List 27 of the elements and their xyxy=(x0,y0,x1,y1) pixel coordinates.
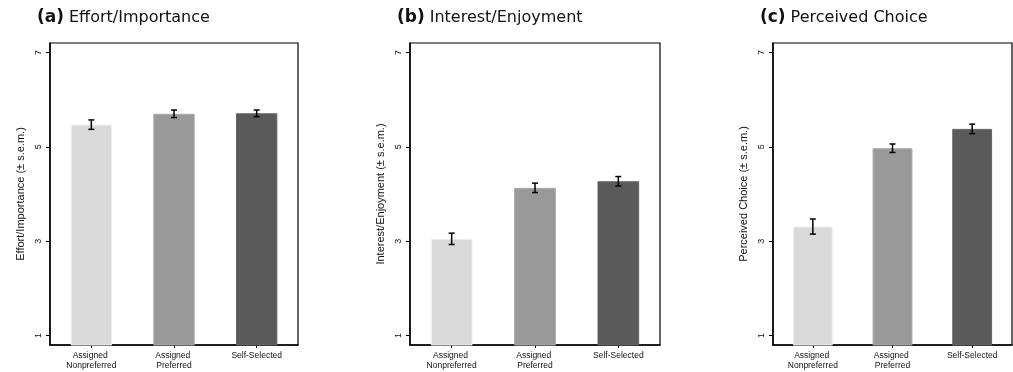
x-tick-label: Assigned Nonpreferred xyxy=(787,350,839,370)
y-tick-label: 1 xyxy=(32,333,43,339)
y-tick-label: 5 xyxy=(392,144,403,150)
y-tick-label: 3 xyxy=(392,238,403,244)
y-tick-label: 1 xyxy=(392,333,403,339)
x-tick-label: Assigned Nonpreferred xyxy=(66,350,117,370)
chart-title: (b) Interest/Enjoyment xyxy=(397,6,583,26)
x-tick-label: Assigned Preferred xyxy=(516,350,554,370)
y-tick-label: 7 xyxy=(32,49,43,55)
x-tick-label: Assigned Preferred xyxy=(873,350,912,370)
y-tick-label: 3 xyxy=(755,238,766,244)
y-tick-label: 3 xyxy=(32,238,43,244)
x-tick-label: Self-Selected xyxy=(946,350,998,360)
chart-title: (a) Effort/Importance xyxy=(37,6,210,26)
x-tick-label: Assigned Nonpreferred xyxy=(426,350,477,370)
y-tick-label: 7 xyxy=(755,49,766,55)
chart-title: (c) Perceived Choice xyxy=(760,6,928,26)
y-axis-title: Effort/Importance (± s.e.m.) xyxy=(13,127,26,261)
y-tick-label: 7 xyxy=(392,49,403,55)
x-tick-label: Assigned Preferred xyxy=(155,350,193,370)
x-tick-label: Self-Selected xyxy=(593,350,644,360)
y-axis-title: Interest/Enjoyment (± s.e.m.) xyxy=(373,123,386,265)
y-tick-label: 1 xyxy=(755,333,766,339)
x-tick-label: Self-Selected xyxy=(231,350,283,360)
y-axis-title: Perceived Choice (± s.e.m.) xyxy=(736,126,749,262)
y-tick-label: 5 xyxy=(755,144,766,150)
y-tick-label: 5 xyxy=(32,144,43,150)
